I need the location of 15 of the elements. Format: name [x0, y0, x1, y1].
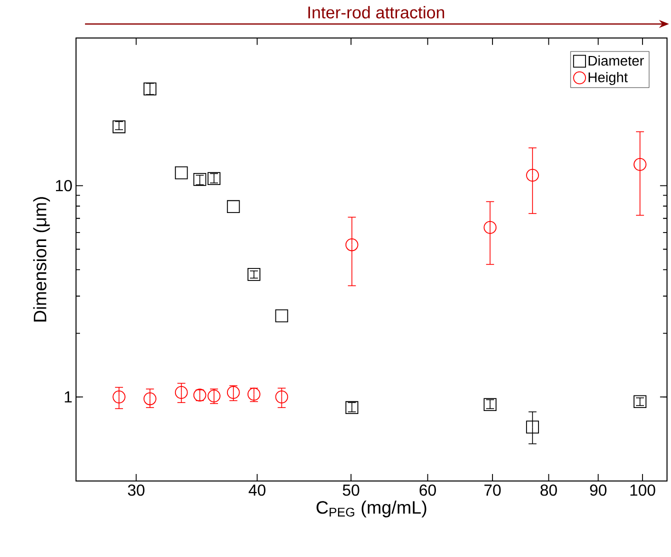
x-tick-label: 50: [342, 484, 360, 496]
y-tick-label: 10: [56, 180, 72, 192]
x-tick-label: 40: [248, 484, 266, 496]
x-tick-label: 60: [420, 484, 436, 496]
legend-label: Diameter: [588, 55, 644, 66]
x-tick-label: 80: [540, 484, 557, 496]
text: Inter-rod attraction: [308, 6, 444, 18]
legend-label: Height: [588, 72, 628, 86]
x-tick-label: 70: [484, 484, 501, 496]
x-tick-label: 100: [630, 484, 656, 496]
x-axis-title: C$_{PEG}$ (mg/mL): [316, 500, 426, 518]
x-tick-label: 30: [128, 484, 144, 496]
y-tick-label: 1: [64, 391, 72, 402]
x-tick-label: 90: [590, 484, 606, 496]
y-axis-title: Dimension (μm): [33, 197, 50, 322]
